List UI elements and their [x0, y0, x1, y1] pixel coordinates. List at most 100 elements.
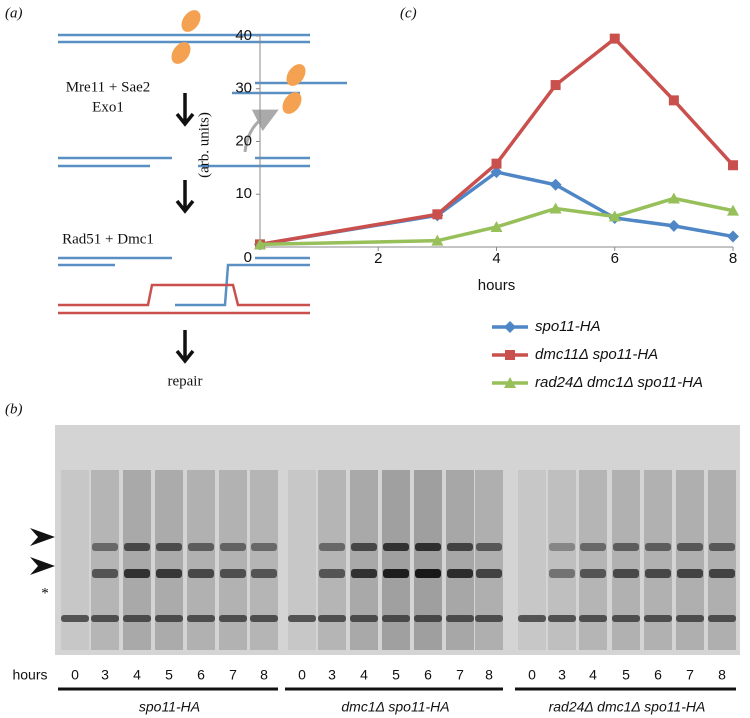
marker — [608, 210, 621, 222]
gel-image: * hours 0 3 4 5 6 7 8 spo11-HA 0 3 4 5 6 7 8 dmc1Δ spo1… — [12, 425, 740, 715]
band — [613, 569, 639, 578]
band — [709, 569, 735, 578]
legend-marker — [504, 377, 516, 388]
lane-label: 0 — [298, 667, 306, 683]
band — [613, 543, 639, 551]
marker — [550, 80, 561, 91]
band — [708, 615, 736, 622]
lane-label: 8 — [718, 667, 726, 683]
band — [188, 569, 214, 578]
band — [288, 615, 316, 622]
lane-smear — [579, 470, 607, 650]
band — [319, 569, 345, 578]
legend-label: dmc11Δ spo11-HA — [535, 346, 658, 363]
lane-smear — [676, 470, 704, 650]
band — [580, 543, 606, 551]
panel-label: (a) — [5, 5, 23, 21]
band — [709, 543, 735, 551]
band — [644, 615, 672, 622]
band — [475, 615, 503, 622]
lane-label: 8 — [485, 667, 493, 683]
band — [124, 543, 150, 551]
marker — [490, 166, 503, 179]
group-label: rad24Δ dmc1Δ spo11-HA — [549, 699, 706, 715]
legend-marker — [505, 350, 515, 360]
band — [579, 615, 607, 622]
diagram: (a) Mre11 + Sae2 Exo1 Rad51 + Dmc1 repai… — [5, 5, 347, 389]
lane-smear — [612, 470, 640, 650]
legend-label: rad24Δ dmc1Δ spo11-HA — [535, 374, 703, 391]
band — [319, 543, 345, 551]
marker — [609, 33, 620, 44]
band — [383, 569, 409, 578]
lane-smear — [382, 470, 410, 650]
band — [476, 543, 502, 551]
lane-label: 7 — [456, 667, 464, 683]
band — [156, 569, 182, 578]
marker — [490, 220, 503, 232]
band — [645, 569, 671, 578]
band — [61, 615, 89, 622]
band — [124, 569, 150, 578]
legend-label: spo11-HA — [535, 318, 601, 335]
lane-smear — [518, 470, 546, 650]
x-tick-label: 6 — [611, 250, 619, 267]
band — [476, 569, 502, 578]
band — [645, 543, 671, 551]
lane-label: 7 — [229, 667, 237, 683]
lane-smear — [155, 470, 183, 650]
lane-smear — [219, 470, 247, 650]
lane-label: 0 — [71, 667, 79, 683]
series-line — [259, 36, 735, 247]
band — [351, 569, 377, 578]
band — [318, 615, 346, 622]
lane-smear — [548, 470, 576, 650]
marker — [727, 204, 739, 216]
lane-smear — [414, 470, 442, 650]
band — [677, 569, 703, 578]
band — [446, 615, 474, 622]
y-tick-label: 40 — [235, 27, 252, 44]
band — [548, 615, 576, 622]
lane-label: 4 — [360, 667, 368, 683]
band — [414, 615, 442, 622]
y-tick-label: 0 — [244, 249, 252, 266]
band — [677, 543, 703, 551]
band — [156, 543, 182, 551]
band — [676, 615, 704, 622]
band — [549, 543, 575, 551]
band — [123, 615, 151, 622]
band — [447, 543, 473, 551]
marker — [491, 158, 502, 169]
lane-label: 8 — [260, 667, 268, 683]
y-tick-label: 30 — [235, 80, 252, 97]
step-label: repair — [168, 373, 203, 389]
lane-smear — [644, 470, 672, 650]
band — [580, 569, 606, 578]
band — [447, 569, 473, 578]
x-axis-title: hours — [478, 277, 516, 294]
lane-label: 3 — [558, 667, 566, 683]
lane-smear — [318, 470, 346, 650]
lane-smear — [123, 470, 151, 650]
marker — [667, 219, 680, 232]
lane-label: 5 — [392, 667, 400, 683]
band — [155, 615, 183, 622]
marker — [432, 209, 443, 220]
x-tick-label: 2 — [374, 250, 382, 267]
band — [350, 615, 378, 622]
lane-label: 3 — [328, 667, 336, 683]
lane-smear — [475, 470, 503, 650]
band — [92, 543, 118, 551]
marker — [668, 95, 679, 106]
lane-smear — [91, 470, 119, 650]
marker — [667, 192, 680, 204]
gel-lanes — [61, 470, 736, 650]
band — [549, 569, 575, 578]
lane-label: 6 — [197, 667, 205, 683]
lane-label: 6 — [654, 667, 662, 683]
lane-label: 5 — [622, 667, 630, 683]
lane-label: 4 — [133, 667, 141, 683]
marker-label: * — [41, 585, 49, 601]
